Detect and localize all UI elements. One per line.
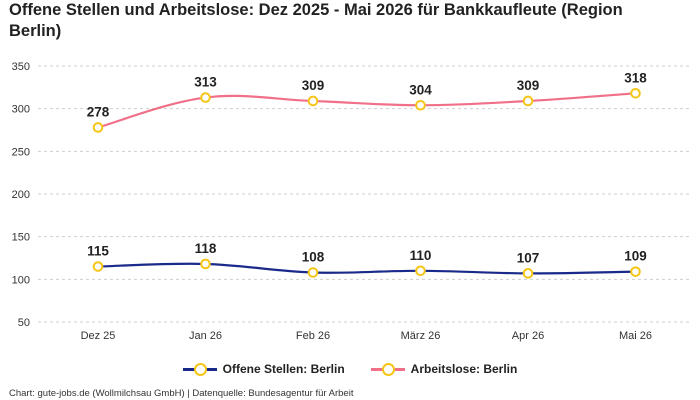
legend-dot-offene-stellen: [193, 363, 207, 376]
data-point: [522, 268, 534, 279]
data-point: [415, 99, 426, 111]
legend-marker-arbeitslose: [370, 362, 405, 376]
x-tick-label: Apr 26: [512, 330, 544, 342]
data-point: [307, 95, 319, 107]
y-tick-label: 100: [12, 274, 30, 286]
data-label: 110: [410, 248, 432, 263]
x-tick-label: Jan 26: [189, 330, 222, 342]
data-point: [92, 261, 104, 272]
x-tick-label: Dez 25: [81, 330, 116, 342]
source-note: Chart: gute-jobs.de (Wollmilchsau GmbH) …: [9, 388, 354, 399]
data-point: [200, 92, 211, 103]
data-label: 304: [409, 82, 432, 97]
data-point: [415, 265, 426, 277]
series-line: [97, 92, 636, 129]
y-tick-label: 250: [12, 146, 30, 158]
data-label: 108: [302, 250, 325, 265]
data-label: 309: [302, 78, 325, 93]
data-label: 318: [624, 70, 647, 85]
x-tick-label: Feb 26: [296, 330, 330, 342]
data-point: [307, 267, 319, 278]
legend-item-arbeitslose[interactable]: Arbeitslose: Berlin: [370, 362, 518, 376]
y-tick-label: 150: [12, 232, 30, 244]
data-label: 109: [624, 249, 647, 264]
x-tick-label: Mai 26: [619, 330, 652, 342]
y-tick-label: 350: [12, 61, 30, 73]
legend-dot-arbeitslose: [381, 363, 395, 376]
legend-label-offene-stellen: Offene Stellen: Berlin: [222, 362, 345, 376]
y-tick-label: 50: [18, 317, 30, 329]
legend-marker-offene-stellen: [182, 362, 217, 376]
series-line: [97, 262, 636, 275]
data-point: [630, 266, 641, 277]
data-label: 118: [195, 241, 217, 256]
data-label: 278: [87, 104, 110, 119]
x-tick-label: März 26: [401, 330, 441, 342]
data-point: [522, 95, 534, 107]
chart-title: Offene Stellen und Arbeitslose: Dez 2025…: [9, 1, 623, 40]
legend-label-arbeitslose: Arbeitslose: Berlin: [410, 362, 518, 376]
data-label: 107: [517, 250, 540, 265]
data-label: 115: [87, 244, 109, 259]
y-tick-label: 200: [12, 189, 30, 201]
data-label: 313: [194, 75, 217, 90]
legend-item-offene-stellen[interactable]: Offene Stellen: Berlin: [182, 362, 345, 376]
legend: Offene Stellen: Berlin Arbeitslose: Berl…: [0, 362, 700, 376]
data-point: [92, 122, 104, 133]
data-point: [630, 88, 641, 99]
data-label: 309: [517, 78, 540, 93]
data-point: [200, 258, 211, 270]
y-tick-label: 300: [12, 104, 30, 116]
